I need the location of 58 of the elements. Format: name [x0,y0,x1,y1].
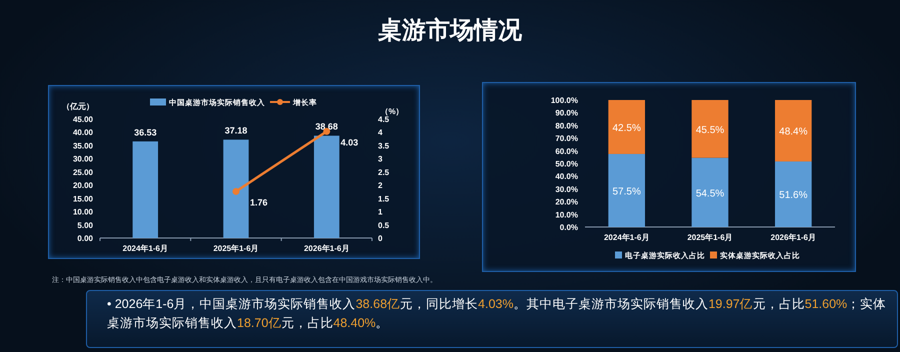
bar [692,158,728,227]
y2-tick-label: 0.5 [378,220,390,230]
y-axis-title: （亿元） [62,102,94,111]
data-label: 38.68 [315,122,338,132]
y-tick-label: 40.0% [555,172,578,182]
data-label: 57.5% [612,186,641,198]
y-tick-label: 20.00 [72,181,94,190]
y2-tick-label: 0 [378,234,383,243]
data-label: 37.18 [224,126,248,136]
y2-axis-title: （%） [380,107,404,116]
y-tick-label: 70.0% [555,134,578,144]
text: 桌游市场情况 [377,17,523,44]
y-tick-label: 10.00 [72,208,94,217]
y2-tick-label: 1.5 [378,194,390,204]
data-label: 51.6% [779,190,808,202]
x-tick-label: 2026年1-6月 [770,233,816,242]
data-label: 45.5% [696,124,724,136]
y-tick-label: 0.0% [560,223,578,232]
data-label: 48.4% [779,126,808,138]
y-tick-label: 45.00 [72,115,94,124]
y-tick-label: 35.00 [72,141,94,150]
y2-tick-label: 3.5 [378,141,390,150]
y-tick-label: 10.0% [555,210,578,220]
y2-tick-label: 4 [378,128,383,138]
data-label: 36.53 [134,127,157,138]
y-tick-label: 15.00 [72,194,94,204]
y-tick-label: 60.0% [555,146,578,156]
bar [608,100,645,154]
data-label: 42.5% [612,122,641,134]
data-label: 4.03 [340,137,358,148]
y-tick-label: 0.00 [77,234,94,243]
y2-tick-label: 1 [378,208,383,217]
y-tick-label: 50.0% [555,160,578,168]
y-tick-label: 20.0% [555,198,578,207]
x-tick-label: 2024年1-6月 [604,233,650,242]
y-tick-label: 30.0% [555,184,578,194]
y-tick-label: 40.00 [72,128,94,138]
bar [608,154,645,227]
data-label: 54.5% [696,188,724,200]
text: • 2026年1-6月，中国桌游市场实际销售收入38.68亿元，同比增长4.03%。其中电子桌游市场实际销售收入19.97亿元，占比51.60%；实体桌游市场实际销售收入18.70亿元，占比48.40%。 [107,297,886,330]
y-tick-label: 25.00 [72,168,94,177]
x-tick-label: 2025年1-6月 [213,244,259,253]
bar [775,161,812,227]
y-tick-label: 30.00 [72,154,94,164]
y-tick-label: 90.0% [555,108,578,118]
y2-tick-label: 2.5 [378,168,390,177]
y2-tick-label: 4.5 [378,115,390,124]
y-tick-label: 100.0% [550,96,578,105]
x-tick-label: 2024年1-6月 [122,244,168,253]
x-tick-label: 2026年1-6月 [304,244,350,253]
y-tick-label: 5.00 [77,220,94,230]
data-label: 1.76 [250,197,268,208]
y2-tick-label: 2 [378,181,383,190]
y-tick-label: 80.0% [555,121,578,130]
x-tick-label: 2025年1-6月 [687,233,733,242]
y2-tick-label: 3 [378,154,383,164]
bar [692,100,728,158]
bar [775,100,812,162]
